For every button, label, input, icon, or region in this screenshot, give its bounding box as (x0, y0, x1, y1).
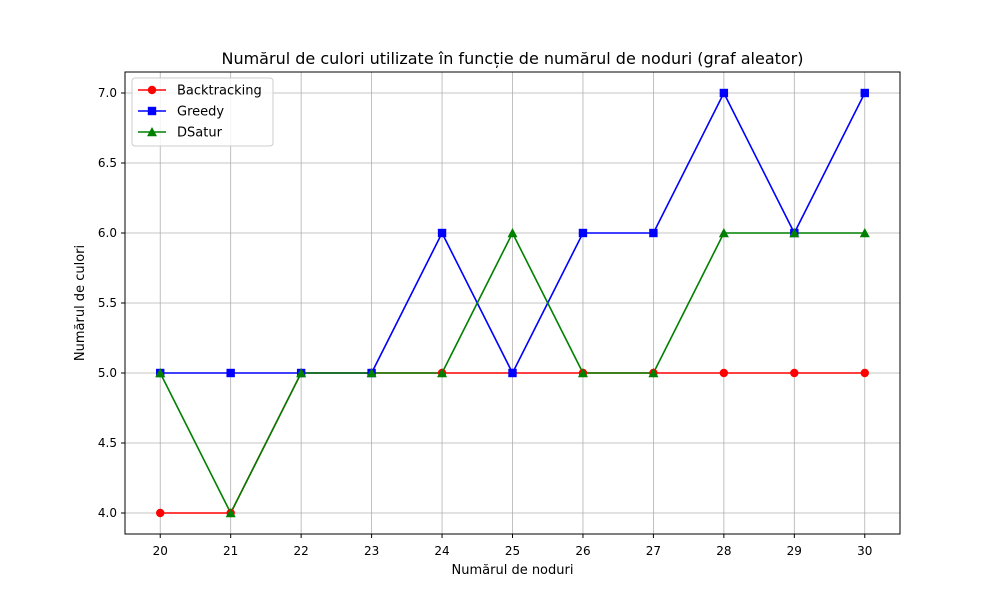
x-tick-label: 30 (857, 544, 872, 558)
data-point-dsatur (366, 368, 377, 378)
x-axis-ticks: 20 21 22 23 24 25 26 27 28 29 30 (153, 534, 872, 558)
x-tick-label: 22 (293, 544, 308, 558)
data-point-backtracking (719, 368, 729, 378)
data-point-greedy (719, 88, 729, 98)
data-point-dsatur (789, 228, 800, 238)
data-point-dsatur (507, 228, 518, 238)
y-tick-label: 6.0 (98, 226, 117, 240)
legend-marker-dsatur (147, 127, 157, 137)
x-axis-label: Numărul de noduri (452, 563, 574, 578)
chart-title: Numărul de culori utilizate în funcție d… (221, 49, 803, 68)
data-point-backtracking (156, 508, 165, 518)
y-tick-label: 7.0 (98, 86, 117, 100)
data-point-dsatur (296, 368, 307, 378)
y-tick-label: 5.5 (98, 296, 117, 310)
x-tick-label: 20 (153, 544, 168, 558)
data-point-greedy (649, 228, 658, 238)
y-axis-label: Numărul de culori (73, 245, 88, 361)
x-tick-label: 29 (787, 544, 802, 558)
x-tick-label: 26 (575, 544, 590, 558)
data-point-dsatur (577, 368, 588, 378)
data-point-greedy (226, 368, 235, 378)
legend-marker-greedy (147, 106, 157, 116)
data-point-greedy (508, 368, 517, 378)
y-tick-label: 4.0 (98, 506, 117, 520)
data-point-dsatur (155, 368, 166, 378)
data-point-dsatur (225, 508, 236, 518)
data-point-dsatur (648, 368, 659, 378)
data-point-dsatur (437, 368, 448, 378)
y-axis-ticks: 4.0 4.5 5.0 5.5 6.0 6.5 7.0 (98, 86, 125, 520)
legend-box (131, 77, 274, 147)
data-point-dsatur (718, 228, 729, 238)
series-markers (155, 88, 870, 518)
y-tick-label: 6.5 (98, 156, 117, 170)
legend-label-greedy: Greedy (177, 105, 224, 120)
legend-label-dsatur: DSatur (177, 126, 223, 141)
x-tick-label: 24 (434, 544, 449, 558)
data-point-dsatur (859, 228, 870, 238)
data-point-backtracking (860, 368, 869, 378)
legend-marker-backtracking (147, 85, 157, 95)
x-tick-label: 27 (646, 544, 661, 558)
x-tick-label: 28 (716, 544, 731, 558)
data-point-greedy (437, 228, 447, 238)
data-point-greedy (578, 228, 588, 238)
data-point-backtracking (790, 368, 799, 378)
x-tick-label: 25 (505, 544, 520, 558)
data-point-greedy (860, 88, 869, 98)
y-tick-label: 5.0 (98, 366, 117, 380)
y-tick-label: 4.5 (98, 436, 117, 450)
legend-label-backtracking: Backtracking (177, 84, 262, 99)
x-tick-label: 21 (223, 544, 238, 558)
legend: Backtracking Greedy DSatur (131, 77, 274, 147)
x-tick-label: 23 (364, 544, 379, 558)
